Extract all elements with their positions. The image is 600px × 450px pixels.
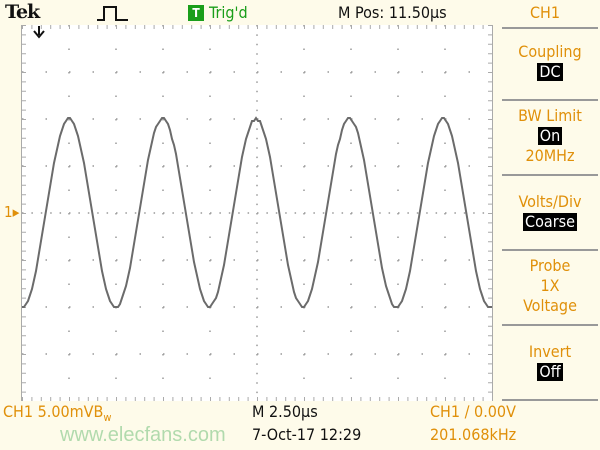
invert-label: Invert [528,342,572,361]
waveform-display [22,25,492,401]
menu-volts-div[interactable]: Volts/Div Coarse [500,192,600,232]
menu-divider [502,27,598,29]
channel-scale-text: CH1 5.00mV [3,402,94,421]
menu-divider [502,249,598,251]
menu-title: CH1 [530,3,561,22]
probe-label: Probe [529,256,571,275]
channel-number: 1 [4,203,13,221]
menu-divider [502,399,598,401]
coupling-label: Coupling [518,42,582,61]
trigger-status: T Trig'd [188,3,248,22]
bw-limit-frequency: 20MHz [525,146,575,165]
probe-value: 1X [540,276,560,295]
trigger-badge: T [188,5,204,21]
date-time: 7-Oct-17 12:29 [252,425,362,444]
volts-div-label: Volts/Div [518,192,582,211]
menu-bw-limit[interactable]: BW Limit On 20MHz [500,106,600,166]
invert-value: Off [537,362,563,381]
timebase: M 2.50µs [252,402,318,421]
frequency-readout: 201.068kHz [430,425,517,444]
volts-div-value: Coarse [523,212,577,231]
menu-invert[interactable]: Invert Off [500,342,600,382]
pulse-run-icon [97,6,128,21]
graticule [21,25,493,401]
trigger-position-arrow-icon [33,26,45,39]
channel-scale: CH1 5.00mVBw [3,402,112,424]
trigger-setting: CH1 ∕ 0.00V [430,402,516,421]
channel-ground-marker: 1▸ [4,203,19,221]
bw-limit-indicator-sub: w [103,411,112,425]
coupling-value: DC [537,62,563,81]
ground-arrow-icon: ▸ [12,203,20,221]
watermark: www.elecfans.com [60,424,226,446]
probe-type: Voltage [523,296,577,315]
trigger-status-text: Trig'd [209,3,248,22]
menu-probe[interactable]: Probe 1X Voltage [500,256,600,316]
bw-limit-label: BW Limit [518,106,582,125]
menu-divider [502,99,598,101]
menu-divider [502,324,598,326]
menu-divider [502,174,598,176]
bw-limit-value: On [537,126,563,145]
m-position: M Pos: 11.50µs [338,3,447,22]
brand-logo: Tek [5,1,40,23]
bw-limit-indicator: B [93,402,104,421]
waveform-trace [22,116,492,308]
menu-coupling[interactable]: Coupling DC [500,42,600,82]
